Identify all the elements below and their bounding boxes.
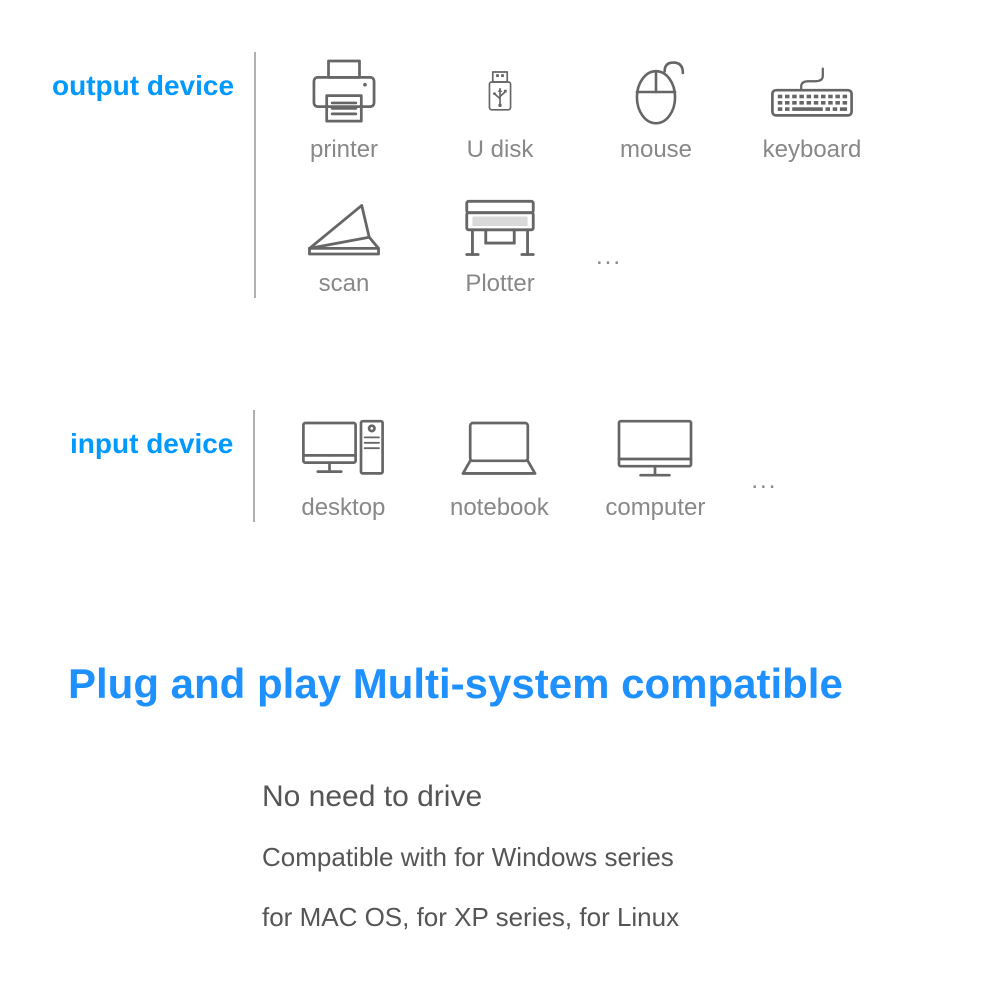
scanner-icon (299, 186, 389, 266)
input-item-computer: computer (595, 410, 715, 522)
input-more-ellipsis: ... (751, 437, 811, 495)
plotter-icon (455, 186, 545, 266)
output-item-udisk: U disk (440, 52, 560, 164)
output-device-section: output device printer (52, 52, 924, 298)
output-more-ellipsis: ... (596, 213, 656, 271)
subline-2: Compatible with for Windows series (262, 842, 674, 873)
input-device-section: input device desk (70, 410, 811, 522)
subline-1: No need to drive (262, 780, 482, 814)
mouse-icon (611, 52, 701, 132)
output-item-plotter: Plotter (440, 186, 560, 298)
input-item-desktop: desktop (283, 410, 403, 522)
desktop-icon (298, 410, 388, 490)
subline-3: for MAC OS, for XP series, for Linux (262, 902, 679, 933)
output-item-printer: printer (284, 52, 404, 164)
headline: Plug and play Multi-system compatible (68, 660, 843, 708)
monitor-icon (610, 410, 700, 490)
item-label: Plotter (465, 270, 534, 298)
infographic-page: output device printer (0, 0, 1000, 1000)
section-divider (254, 52, 256, 298)
item-label: U disk (467, 136, 534, 164)
item-label: notebook (450, 494, 549, 522)
item-label: computer (605, 494, 705, 522)
item-label: keyboard (763, 136, 862, 164)
item-label: mouse (620, 136, 692, 164)
output-section-title: output device (52, 52, 254, 102)
usb-drive-icon (455, 52, 545, 132)
keyboard-icon (767, 52, 857, 132)
laptop-icon (454, 410, 544, 490)
output-item-mouse: mouse (596, 52, 716, 164)
item-label: printer (310, 136, 378, 164)
input-items-grid: desktop notebook (283, 410, 811, 522)
section-divider (253, 410, 255, 522)
output-item-scan: scan (284, 186, 404, 298)
item-label: desktop (301, 494, 385, 522)
input-item-notebook: notebook (439, 410, 559, 522)
output-item-keyboard: keyboard (752, 52, 872, 164)
input-section-title: input device (70, 410, 253, 460)
output-items-grid: printer (284, 52, 924, 298)
printer-icon (299, 52, 389, 132)
item-label: scan (319, 270, 370, 298)
